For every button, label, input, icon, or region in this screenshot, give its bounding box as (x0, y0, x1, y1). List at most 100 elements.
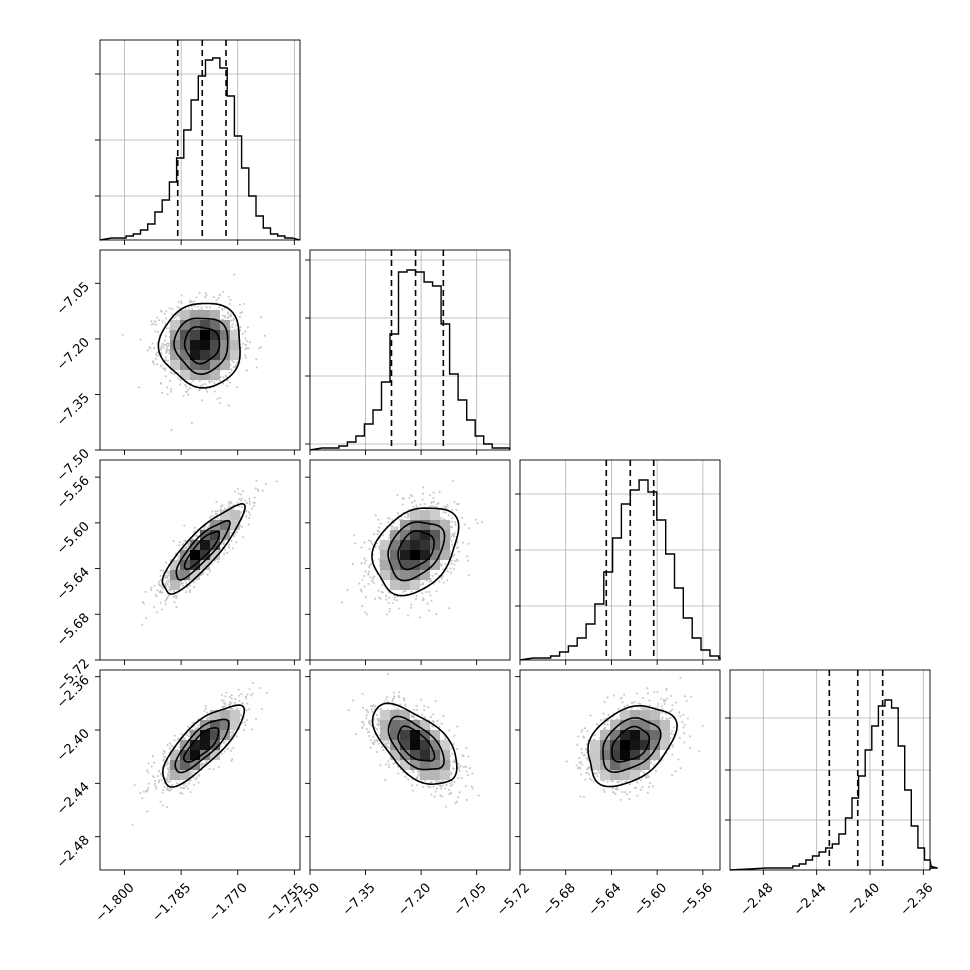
density-cell (170, 580, 180, 590)
density-cell (440, 740, 450, 750)
panel-1-0 (95, 249, 301, 455)
density-cell (400, 540, 410, 550)
density-cell (410, 520, 420, 530)
density-cell (170, 750, 180, 760)
panel-contents (141, 479, 278, 626)
density-cell (380, 710, 390, 720)
panel-frame (519, 669, 721, 871)
density-cell (430, 530, 440, 540)
panel-frame (99, 39, 301, 241)
density-cell (220, 520, 230, 530)
density-cell (620, 760, 630, 770)
density-cell (380, 540, 390, 550)
density-cell (180, 770, 190, 780)
y-tick-label: −7.05 (54, 280, 93, 319)
density-cell (400, 750, 410, 760)
density-cell (210, 340, 220, 350)
density-cell (200, 530, 210, 540)
panel-frame (519, 459, 721, 661)
histogram-step (99, 57, 301, 241)
density-cell (200, 750, 210, 760)
density-cell (430, 740, 440, 750)
density-cell (170, 320, 180, 330)
density-cell (180, 360, 190, 370)
density-cell (590, 740, 600, 750)
x-tick-label: −2.36 (898, 880, 937, 919)
density-cell (420, 570, 430, 580)
density-cell (610, 760, 620, 770)
density-cell (190, 370, 200, 380)
density-cell (420, 530, 430, 540)
density-cell (400, 730, 410, 740)
x-tick-label: −7.35 (340, 880, 379, 919)
panel-frame (99, 249, 301, 451)
density-cell (220, 340, 230, 350)
density-cell (420, 510, 430, 520)
density-cell (220, 360, 230, 370)
panel-frame (729, 669, 931, 871)
density-cell (230, 520, 240, 530)
density-cell (210, 320, 220, 330)
density-cell (200, 730, 210, 740)
density-cell (410, 560, 420, 570)
density-cell (380, 560, 390, 570)
density-cell (440, 760, 450, 770)
y-tick-label: −5.60 (54, 519, 93, 558)
density-cell (180, 330, 190, 340)
density-cell (630, 710, 640, 720)
density-cell (410, 750, 420, 760)
contour-line (175, 519, 231, 581)
density-cell (640, 730, 650, 740)
density-cell (600, 770, 610, 780)
density-cell (200, 310, 210, 320)
density-cell (180, 350, 190, 360)
density-cell (660, 740, 670, 750)
density-cell (430, 540, 440, 550)
density-cell (220, 720, 230, 730)
density-cell (410, 550, 420, 560)
contour-line (183, 530, 221, 571)
x-tick-label: −7.20 (395, 880, 434, 919)
contour-line (587, 705, 678, 788)
density-cell (180, 310, 190, 320)
contour-line (183, 326, 221, 365)
density-cell (410, 540, 420, 550)
density-cell (620, 750, 630, 760)
density-cell (400, 720, 410, 730)
histogram-step (519, 479, 721, 661)
density-cell (230, 330, 240, 340)
panel-2-0 (95, 459, 301, 665)
density-cell (420, 540, 430, 550)
density-cell (590, 760, 600, 770)
density-cell (220, 330, 230, 340)
y-tick-label: −7.35 (54, 391, 93, 430)
density-cell (220, 350, 230, 360)
contour-line (611, 725, 651, 763)
density-cell (640, 760, 650, 770)
density-cell (400, 560, 410, 570)
x-tick-label: −7.05 (451, 880, 490, 919)
density-cell (170, 340, 180, 350)
density-cell (640, 720, 650, 730)
density-cell (430, 560, 440, 570)
density-cell (410, 530, 420, 540)
density-cell (440, 550, 450, 560)
density-cell (610, 750, 620, 760)
density-cell (420, 550, 430, 560)
density-cell (610, 730, 620, 740)
density-cell (190, 360, 200, 370)
density-cell (210, 360, 220, 370)
x-tick-label: −5.64 (586, 880, 625, 919)
contour-line (602, 717, 662, 774)
density-cell (190, 540, 200, 550)
density-cell (420, 560, 430, 570)
density-cell (420, 740, 430, 750)
histogram-step (309, 269, 511, 451)
y-tick-label: −2.48 (54, 833, 93, 872)
density-cell (410, 760, 420, 770)
density-cell (390, 580, 400, 590)
panel-frame (99, 459, 301, 661)
density-cell (390, 560, 400, 570)
x-tick-label: −1.785 (150, 880, 195, 925)
y-tick-label: −5.64 (54, 565, 93, 604)
